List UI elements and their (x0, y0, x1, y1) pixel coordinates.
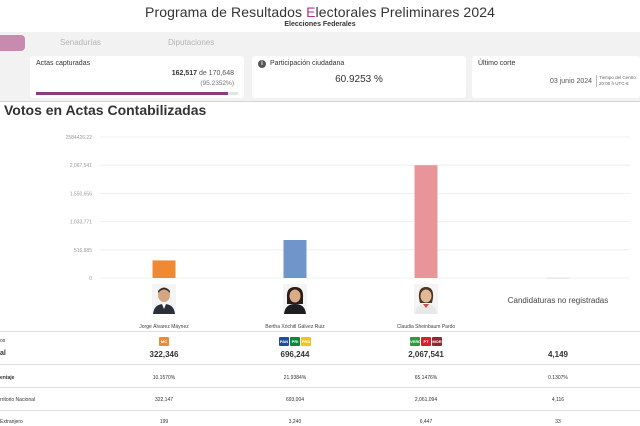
info-icon[interactable]: i (258, 60, 266, 68)
candidate-alvarez[interactable]: Jorge Álvarez Máynez (118, 284, 210, 330)
party-logos-galvez: PAN PRI PRD (279, 337, 311, 346)
percent-galvez: 21.9384% (283, 375, 307, 381)
nacional-no-registradas: 4,116 (551, 397, 565, 403)
party-logos-alvarez: MC (159, 337, 169, 346)
nacional-galvez: 693,004 (285, 397, 305, 403)
participacion-card: i Participación ciudadana 60.9253 % (252, 56, 466, 98)
total-sheinbaum: 2,067,541 (408, 350, 444, 359)
mc-logo: MC (159, 337, 169, 346)
actas-percent: (95.2352%) (200, 80, 234, 87)
total-alvarez: 322,346 (149, 350, 179, 359)
summary-cards: Actas capturadas 162,517 de 170,648 (95.… (0, 54, 640, 102)
percent-sheinbaum: 65.1476% (414, 375, 438, 381)
extranjero-no-registradas: 33 (555, 419, 561, 425)
page-title: Programa de Resultados Electorales Preli… (145, 4, 495, 20)
y-tick-label: 2584426.22 (66, 135, 93, 141)
election-tab-bar: Senadurías Diputaciones (0, 32, 640, 54)
candidate-photo-galvez (283, 284, 307, 314)
y-tick-label: 1,550,656 (70, 191, 92, 197)
tab-presidencia-active[interactable] (0, 35, 25, 51)
percent-no-registradas: 0.1307% (548, 375, 568, 381)
extranjero-sheinbaum: 6,447 (419, 419, 433, 425)
candidate-galvez[interactable]: Bertha Xóchitl Gálvez Ruiz (249, 284, 341, 330)
tab-senadurias[interactable]: Senadurías (60, 38, 101, 47)
total-galvez: 696,244 (280, 350, 310, 359)
table-divider (0, 331, 640, 332)
candidate-name: Claudia Sheinbaum Pardo (396, 324, 456, 330)
table-divider (0, 387, 640, 388)
actas-card: Actas capturadas 162,517 de 170,648 (95.… (30, 56, 244, 98)
candidate-photo-alvarez (152, 284, 176, 314)
candidate-name: Bertha Xóchitl Gálvez Ruiz (265, 324, 325, 330)
total-no-registradas: 4,149 (547, 350, 569, 359)
table-divider (0, 364, 640, 365)
nacional-sheinbaum: 2,061,094 (414, 397, 438, 403)
candidate-name: Jorge Álvarez Máynez (139, 324, 189, 330)
y-tick-label: 2,067,541 (70, 163, 92, 169)
page-header: Programa de Resultados Electorales Preli… (0, 0, 640, 32)
row-label-extranjero: Extranjero (0, 419, 23, 425)
actas-count: 162,517 de 170,648 (171, 70, 234, 77)
bar-4[interactable] (546, 277, 570, 279)
row-label-votos: os (0, 338, 6, 344)
pvem-logo: VERDE (410, 337, 424, 346)
row-label-porcentaje: entaje (0, 375, 15, 381)
actas-progress-fill (36, 92, 229, 95)
corte-card: Último corte 03 junio 2024 Tiempo del Ce… (472, 56, 640, 98)
participacion-value: 60.9253 % (335, 74, 383, 85)
row-label-nacional: rritorio Nacional (0, 397, 36, 403)
corte-label: Último corte (478, 60, 516, 67)
bar-1[interactable] (152, 260, 176, 278)
actas-progress-bar (36, 92, 238, 95)
corte-timezone: Tiempo del Centro 20:00 h UTC-6 (596, 75, 636, 87)
page-subtitle: Elecciones Federales (284, 21, 356, 28)
prd-logo: PRD (301, 337, 311, 346)
votes-bar-chart: 0 516,885 1,033,771 1,550,656 2,067,541 25844… (66, 135, 630, 282)
pri-logo: PRI (290, 337, 300, 346)
y-tick-label: 516,885 (74, 248, 92, 254)
morena-logo: MOR (432, 337, 442, 346)
pt-logo: PT (421, 337, 431, 346)
pan-logo: PAN (279, 337, 289, 346)
bar-3[interactable] (414, 165, 438, 278)
corte-date: 03 junio 2024 (550, 78, 593, 85)
row-label-total: al (0, 350, 6, 357)
percent-alvarez: 10.1570% (152, 375, 176, 381)
bar-2[interactable] (283, 240, 307, 278)
tab-diputaciones[interactable]: Diputaciones (168, 38, 215, 47)
extranjero-galvez: 3,240 (288, 419, 302, 425)
actas-label: Actas capturadas (36, 60, 91, 67)
candidate-photo-sheinbaum (414, 284, 438, 314)
section-title: Votos en Actas Contabilizadas (4, 102, 207, 118)
candidate-sheinbaum[interactable]: Claudia Sheinbaum Pardo (380, 284, 472, 330)
y-tick-label: 1,033,771 (70, 220, 92, 226)
y-tick-label: 0 (89, 276, 92, 282)
nacional-alvarez: 322,147 (154, 397, 174, 403)
participacion-label: Participación ciudadana (270, 60, 345, 67)
extranjero-alvarez: 199 (159, 419, 169, 425)
no-registradas-label: Candidaturas no registradas (507, 296, 609, 305)
party-logos-sheinbaum: VERDE PT MOR (410, 337, 442, 346)
table-divider (0, 410, 640, 411)
